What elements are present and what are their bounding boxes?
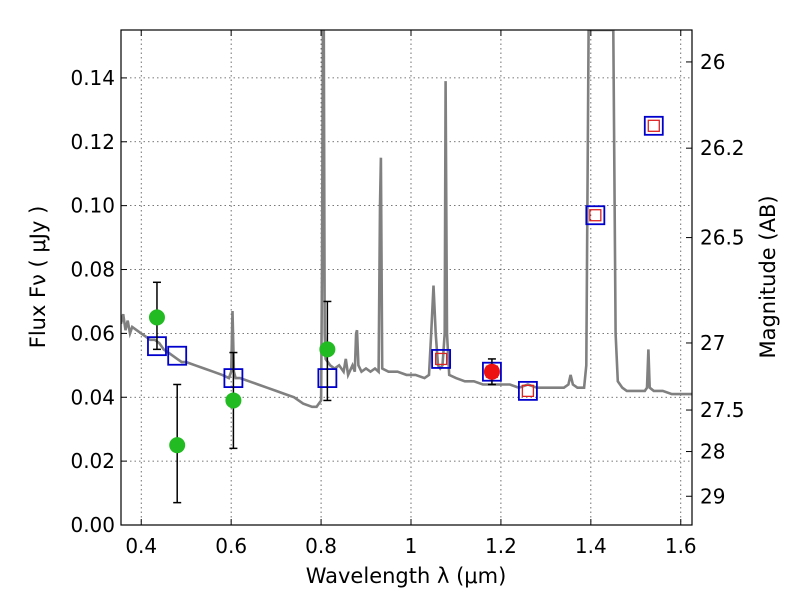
model-square (643, 115, 664, 136)
green-point (169, 437, 186, 454)
y2-tick-label: 29 (700, 484, 725, 508)
data-points (147, 115, 664, 504)
model-square-inner (647, 119, 660, 132)
model-square-inner (521, 384, 535, 398)
model-square (167, 345, 188, 366)
x-tick-label: 0.8 (305, 534, 337, 558)
y2-tick-label: 26.2 (700, 136, 745, 160)
x-tick-label: 0.6 (215, 534, 247, 558)
grid (121, 30, 692, 526)
y2-tick-label: 26.5 (700, 226, 745, 250)
green-point (148, 309, 165, 326)
model-square (517, 380, 538, 401)
plot-frame (120, 29, 693, 526)
model-square (585, 205, 606, 226)
axis-ticks: 0.4 0.6 0.8 1 1.2 1.4 1.6 0.00 0.02 0.04 0.06 0.08 0… (70, 30, 745, 558)
y-tick-label: 0.06 (70, 321, 115, 345)
model-square (431, 349, 452, 369)
green-point (225, 392, 242, 409)
x-tick-label: 1 (405, 534, 418, 558)
y2-tick-label: 27 (700, 331, 725, 355)
x-tick-label: 1.2 (485, 534, 517, 558)
x-axis-label: Wavelength λ (μm) (306, 564, 507, 588)
spectrum (121, 30, 692, 409)
y-tick-label: 0.10 (70, 194, 115, 218)
model-square-inner (434, 352, 448, 366)
y2-tick-label: 27.5 (700, 398, 745, 422)
y-tick-label: 0.02 (70, 449, 115, 473)
y-tick-label: 0.04 (70, 385, 115, 409)
x-tick-label: 1.4 (575, 534, 607, 558)
red-point (483, 363, 500, 380)
y-tick-label: 0.00 (70, 513, 115, 537)
green-point (319, 341, 336, 358)
y-axis-label: Flux Fν ( μJy ) (26, 206, 50, 349)
x-tick-label: 0.4 (125, 534, 157, 558)
model-square-inner (589, 209, 602, 222)
x-tick-label: 1.6 (665, 534, 697, 558)
y2-tick-label: 28 (700, 440, 725, 464)
y-tick-label: 0.08 (70, 258, 115, 282)
y2-axis-label: Magnitude (AB) (756, 195, 780, 358)
y2-tick-label: 26 (700, 50, 725, 74)
y-tick-label: 0.12 (70, 130, 115, 154)
y-tick-label: 0.14 (70, 66, 115, 90)
spectrum-line (121, 30, 692, 409)
